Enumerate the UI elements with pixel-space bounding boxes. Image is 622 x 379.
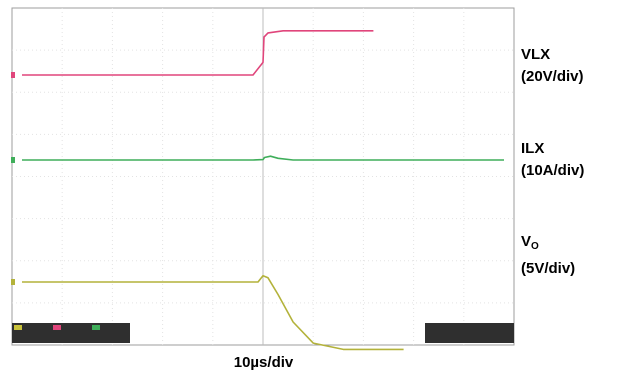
channel-ground-marker [11,157,15,163]
vo-channel-label: VO (5V/div) [521,231,575,280]
vo-label-sub: O [531,241,539,252]
trace-vo [22,274,404,351]
trace-ilx [22,155,504,161]
vo-label-main: V [521,233,532,250]
channel-ground-marker [11,72,15,78]
vlx-label-text: VLX [521,46,551,63]
channel-ground-marker [11,279,15,285]
scope-channel-readout [12,323,130,343]
readout-ch2-swatch [53,325,61,330]
x-axis-label: 10µs/div [233,354,294,371]
ilx-label-text: ILX [521,140,545,157]
readout-ch1-swatch [14,325,22,330]
scope-timebase-readout [425,323,514,343]
vo-label-text: VO [521,231,575,258]
ilx-scale-text: (10A/div) [521,162,585,179]
vo-scale-text: (5V/div) [521,260,576,277]
vlx-channel-label: VLX (20V/div) [521,44,584,88]
ilx-channel-label: ILX (10A/div) [521,138,584,182]
vlx-scale-text: (20V/div) [521,68,584,85]
trace-vlx [22,29,374,76]
readout-ch3-swatch [92,325,100,330]
